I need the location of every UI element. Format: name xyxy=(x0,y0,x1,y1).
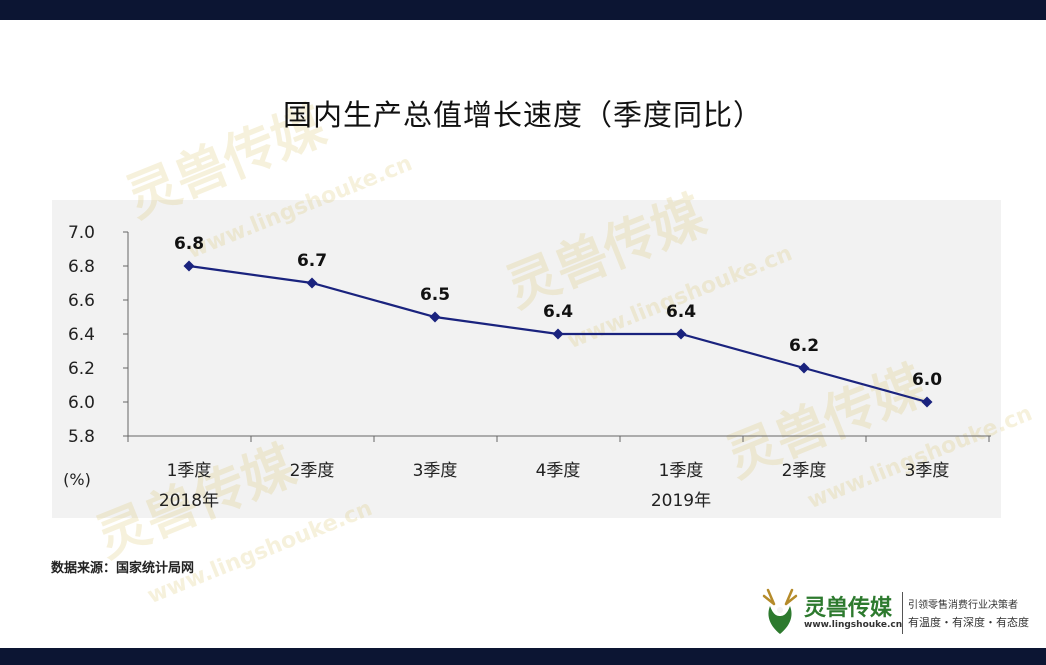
x-category-label: 2季度 xyxy=(782,461,827,481)
x-category-label: 3季度 xyxy=(413,461,458,481)
data-point-marker xyxy=(183,260,195,272)
data-label: 6.5 xyxy=(420,285,450,305)
x-category-label: 3季度 xyxy=(905,461,950,481)
y-tick-label: 6.8 xyxy=(68,257,95,277)
chart-panel xyxy=(52,200,1001,518)
y-tick-label: 6.0 xyxy=(68,393,95,413)
data-source-note: 数据来源：国家统计局网 xyxy=(51,561,195,576)
y-tick-label: 7.0 xyxy=(68,223,95,243)
data-label: 6.4 xyxy=(666,302,696,322)
logo-brand-name: 灵兽传媒 xyxy=(804,595,893,621)
data-point-marker xyxy=(552,328,564,340)
data-label: 6.2 xyxy=(789,336,819,356)
data-label: 6.0 xyxy=(912,370,942,390)
logo-divider xyxy=(902,592,903,634)
data-label: 6.4 xyxy=(543,302,573,322)
y-tick-label: 6.4 xyxy=(68,325,95,345)
deer-logo-icon xyxy=(762,588,798,634)
logo-url: www.lingshouke.cn xyxy=(804,620,903,630)
logo-slogan-secondary: 有温度・有深度・有态度 xyxy=(908,616,1029,629)
data-label: 6.8 xyxy=(174,234,204,254)
data-point-marker xyxy=(429,311,441,323)
logo-slogan-primary: 引领零售消费行业决策者 xyxy=(908,600,1018,611)
y-tick-label: 6.2 xyxy=(68,359,95,379)
x-year-label: 2019年 xyxy=(651,491,711,511)
top-band xyxy=(0,0,1046,20)
data-point-marker xyxy=(798,362,810,374)
x-category-label: 1季度 xyxy=(659,461,704,481)
bottom-band xyxy=(0,648,1046,665)
chart-title: 国内生产总值增长速度（季度同比） xyxy=(282,98,763,132)
x-category-label: 1季度 xyxy=(167,461,212,481)
x-category-label: 4季度 xyxy=(536,461,581,481)
data-point-marker xyxy=(306,277,318,289)
y-tick-label: 5.8 xyxy=(68,427,95,447)
data-label: 6.7 xyxy=(297,251,327,271)
y-axis-unit-label: (%) xyxy=(63,470,91,489)
data-point-marker xyxy=(675,328,687,340)
x-year-label: 2018年 xyxy=(159,491,219,511)
y-tick-label: 6.6 xyxy=(68,291,95,311)
brand-logo: 灵兽传媒 www.lingshouke.cn 引领零售消费行业决策者 有温度・有… xyxy=(760,584,1046,640)
x-category-label: 2季度 xyxy=(290,461,335,481)
data-point-marker xyxy=(921,396,933,408)
